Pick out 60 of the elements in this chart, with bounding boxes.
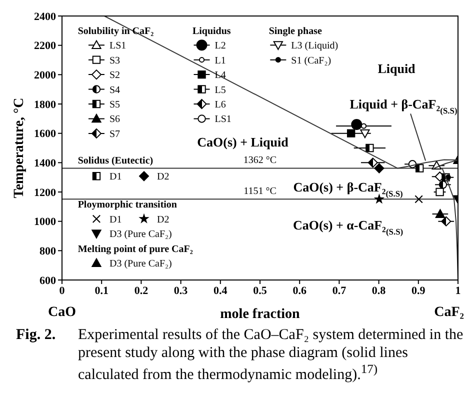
x-tick-label: 0.2 [134,284,149,297]
legend-label: D1 [109,214,122,226]
x-tick-label: 0.6 [292,284,307,297]
y-tick-label: 2400 [34,10,56,23]
x-tick-label: 0.9 [412,284,426,297]
legend-label: D3 (Pure CaF₂) [109,258,172,270]
annotation: Liquid [378,61,416,76]
legend-label: D1 [109,172,122,183]
y-tick-label: 600 [40,274,56,287]
y-tick-label: 2000 [34,70,56,82]
annotation: CaO(s) + Liquid [197,134,290,150]
y-tick-label: 1200 [34,186,56,199]
y-tick-label: 1800 [34,98,56,111]
legend-label: S2 [109,70,120,82]
x-tick-label: 0.3 [174,284,188,297]
legend-label: L1 [214,55,226,66]
legend-label: L6 [214,100,226,110]
x-tick-label: 0 [59,284,66,297]
legend-label: D2 [156,214,170,226]
y-tick-label: 1600 [34,128,56,140]
legend-label: S6 [109,114,120,126]
ref-line-label: 1362 °C [243,155,277,166]
legend-label: L2 [214,40,226,52]
annotation: Solidus (Eutectic) [78,155,154,166]
text: CaF₂ [434,305,464,320]
x-tick-label: 0.5 [253,284,268,297]
legend-label: D2 [156,172,170,183]
legend-label: D3 (Pure CaF₂) [109,229,172,240]
y-tick-label: 800 [40,246,56,258]
x-axis-title: mole fraction [220,307,300,322]
annotation: CaO(s) + β-CaF₂$_{(S.S)}$ [293,180,404,199]
annotation: Liquidus [192,26,231,37]
legend-label: S3 [109,55,120,66]
text: CaO [48,305,76,320]
annotation: Melting point of pure CaF₂ [78,244,193,255]
annotation: CaO(s) + α-CaF₂$_{(S.S)}$ [293,217,404,236]
caption: Fig. 2. [16,326,57,345]
y-axis-title: Temperature, °C [12,98,27,198]
text: Experimental results of the CaO–CaF₂ system determined in the present study along with the phase diagram (solid lines calculated from the thermodynamic modeling).$^{17)}$ [78,326,464,384]
legend-label: S7 [109,128,120,140]
legend-label: S1 (CaF₂) [291,55,332,66]
ref-line-label: 1151 °C [244,186,277,198]
x-tick-label: 0.7 [332,284,347,297]
x-tick-label: 0.1 [94,284,108,297]
annotation: Solubility in CaF₂ [78,26,154,37]
legend-label: LS1 [109,40,126,52]
legend-label: S4 [109,84,120,96]
x-tick-label: 0.4 [214,284,228,297]
annotation: Single phase [268,26,322,37]
x-tick-label: 1 [455,284,461,297]
y-tick-label: 1400 [34,158,56,170]
legend-label: L3 (Liquid) [291,40,338,52]
legend-label: S5 [109,100,120,110]
y-tick-label: 1000 [34,216,56,228]
legend-label: L5 [214,84,226,96]
annotation: Ploymorphic transition [78,200,178,211]
y-tick-label: 2200 [34,40,56,52]
legend-label: LS1 [214,114,232,126]
annotation: Liquid + β-CaF₂$_{(S.S)}$ [350,96,458,116]
x-tick-label: 0.8 [372,284,386,297]
